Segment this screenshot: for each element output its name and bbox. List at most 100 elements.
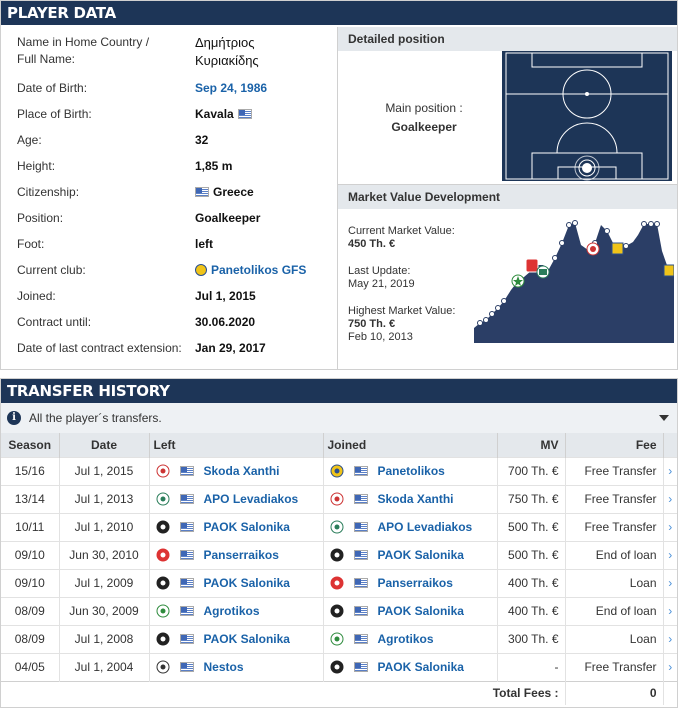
market-value-box: Market Value Development Current Market … [338, 185, 677, 343]
date-cell: Jul 1, 2004 [59, 652, 150, 681]
panetolikos-crest-icon [663, 264, 674, 277]
col-joined: Joined [323, 433, 498, 457]
col-date: Date [59, 433, 150, 457]
table-row[interactable]: 08/09 Jun 30, 2009 Agrotikos PAOK Salonik… [1, 596, 677, 625]
transfer-history-title: TRANSFER HISTORY [1, 379, 677, 403]
date-cell: Jul 1, 2013 [59, 484, 150, 513]
joined-club-link[interactable]: Panserraikos [377, 576, 453, 590]
transfer-info-bar[interactable]: i All the player´s transfers. [1, 403, 677, 433]
table-row[interactable]: 09/10 Jul 1, 2009 PAOK Salonika Panserrai… [1, 568, 677, 597]
mv-cell: 400 Th. € [497, 596, 566, 625]
value-full-name: Κυριακίδης [195, 53, 259, 68]
pitch-diagram [502, 51, 672, 181]
season-cell: 13/14 [1, 484, 60, 513]
fee-cell: Free Transfer [565, 512, 664, 541]
info-row-foot: Foot: left [17, 237, 213, 251]
col-mv: MV [497, 433, 566, 457]
position-marker-ring [574, 155, 600, 181]
mv-cell: 400 Th. € [497, 568, 566, 597]
paok-crest-icon [156, 520, 169, 534]
dob-link[interactable]: Sep 24, 1986 [195, 81, 268, 95]
fee-cell: End of loan [565, 596, 664, 625]
fee-cell: Loan [565, 624, 664, 653]
joined-club-link[interactable]: Agrotikos [377, 632, 434, 646]
transfer-history-panel: TRANSFER HISTORY i All the player´s tran… [0, 378, 678, 708]
table-row[interactable]: 13/14 Jul 1, 2013 APO Levadiakos Skoda Xa… [1, 484, 677, 513]
citizenship-value: Greece [213, 185, 254, 199]
fee-cell: Free Transfer [565, 652, 664, 681]
left-club-link[interactable]: PAOK Salonika [203, 632, 290, 646]
total-fees-value: 0 [565, 680, 664, 705]
info-row-name: Name in Home Country / Full Name: Δημήτρι… [17, 35, 327, 69]
info-row-pob: Place of Birth: Kavala [17, 101, 327, 127]
paok-crest-icon [156, 576, 169, 590]
chevron-right-icon[interactable]: › [663, 652, 677, 681]
table-row[interactable]: 08/09 Jul 1, 2008 PAOK Salonika Agrotikos… [1, 624, 677, 653]
greece-flag-icon [179, 606, 194, 616]
joined-club-link[interactable]: APO Levadiakos [377, 520, 473, 534]
season-cell: 10/11 [1, 512, 60, 541]
left-club-link[interactable]: Nestos [203, 660, 244, 674]
highest-mv-value: 750 Th. € [348, 318, 396, 330]
panserraikos-crest-icon [156, 548, 169, 562]
last-update-label: Last Update: [348, 265, 411, 277]
current-mv-value: 450 Th. € [348, 238, 396, 250]
chevron-right-icon[interactable]: › [663, 624, 677, 653]
info-row-joined: Joined: Jul 1, 2015 [17, 289, 256, 303]
left-club-link[interactable]: Agrotikos [203, 604, 260, 618]
left-club-link[interactable]: PAOK Salonika [203, 576, 290, 590]
table-row[interactable]: 09/10 Jun 30, 2010 Panserraikos PAOK Salo… [1, 540, 677, 569]
season-cell: 09/10 [1, 540, 60, 569]
paok-crest-icon [330, 660, 343, 674]
col-fee: Fee [565, 433, 664, 457]
info-row-club: Current club: Panetolikos GFS [17, 263, 307, 277]
season-cell: 08/09 [1, 596, 60, 625]
info-row-age: Age: 32 [17, 133, 209, 147]
chevron-down-icon[interactable] [659, 415, 669, 421]
info-row-height: Height: 1,85 m [17, 159, 233, 173]
left-club-link[interactable]: Panserraikos [203, 548, 279, 562]
chevron-right-icon[interactable]: › [663, 540, 677, 569]
joined-club-link[interactable]: PAOK Salonika [377, 604, 464, 618]
joined-club-link[interactable]: PAOK Salonika [377, 660, 464, 674]
table-row[interactable]: 10/11 Jul 1, 2010 PAOK Salonika APO Levad… [1, 512, 677, 541]
main-position-label: Main position : [385, 101, 463, 115]
market-value-points [477, 220, 660, 326]
left-club-link[interactable]: Skoda Xanthi [203, 464, 280, 478]
chevron-right-icon[interactable]: › [663, 484, 677, 513]
col-left: Left [149, 433, 324, 457]
paok-crest-icon [330, 548, 343, 562]
left-club-link[interactable]: APO Levadiakos [203, 492, 299, 506]
greece-flag-icon [179, 634, 194, 644]
detailed-position-title: Detailed position [338, 27, 677, 51]
chevron-right-icon[interactable]: › [663, 568, 677, 597]
chevron-right-icon[interactable]: › [663, 596, 677, 625]
nestos-crest-icon [156, 660, 169, 674]
table-row[interactable]: 04/05 Jul 1, 2004 Nestos PAOK Salonika -F… [1, 652, 677, 681]
joined-club-link[interactable]: PAOK Salonika [377, 548, 464, 562]
table-header-row: Season Date Left Joined MV Fee [1, 433, 677, 457]
player-info-list: Name in Home Country / Full Name: Δημήτρι… [1, 27, 337, 367]
fee-cell: Free Transfer [565, 456, 664, 485]
chevron-right-icon[interactable]: › [663, 456, 677, 485]
highest-mv-date: Feb 10, 2013 [348, 331, 413, 343]
left-club-link[interactable]: PAOK Salonika [203, 520, 290, 534]
panetolikos-crest-icon [195, 264, 207, 276]
mv-cell: 500 Th. € [497, 512, 566, 541]
label-name: Name in Home Country / [17, 35, 150, 49]
panserraikos-crest-icon [330, 576, 343, 590]
date-cell: Jul 1, 2010 [59, 512, 150, 541]
greece-flag-icon [353, 578, 368, 588]
greece-flag-icon [353, 522, 368, 532]
detailed-position-box: Detailed position Main position : Goalke… [338, 27, 677, 185]
market-value-chart[interactable] [474, 213, 674, 343]
table-row[interactable]: 15/16 Jul 1, 2015 Skoda Xanthi Panetoliko… [1, 456, 677, 485]
panetolikos-crest-icon [330, 464, 343, 478]
greece-flag-icon [195, 187, 209, 197]
chevron-right-icon[interactable]: › [663, 512, 677, 541]
current-club-link[interactable]: Panetolikos GFS [211, 263, 307, 277]
levadiakos-crest-icon [330, 520, 343, 534]
greece-flag-icon [353, 466, 368, 476]
joined-club-link[interactable]: Skoda Xanthi [377, 492, 454, 506]
joined-club-link[interactable]: Panetolikos [377, 464, 445, 478]
